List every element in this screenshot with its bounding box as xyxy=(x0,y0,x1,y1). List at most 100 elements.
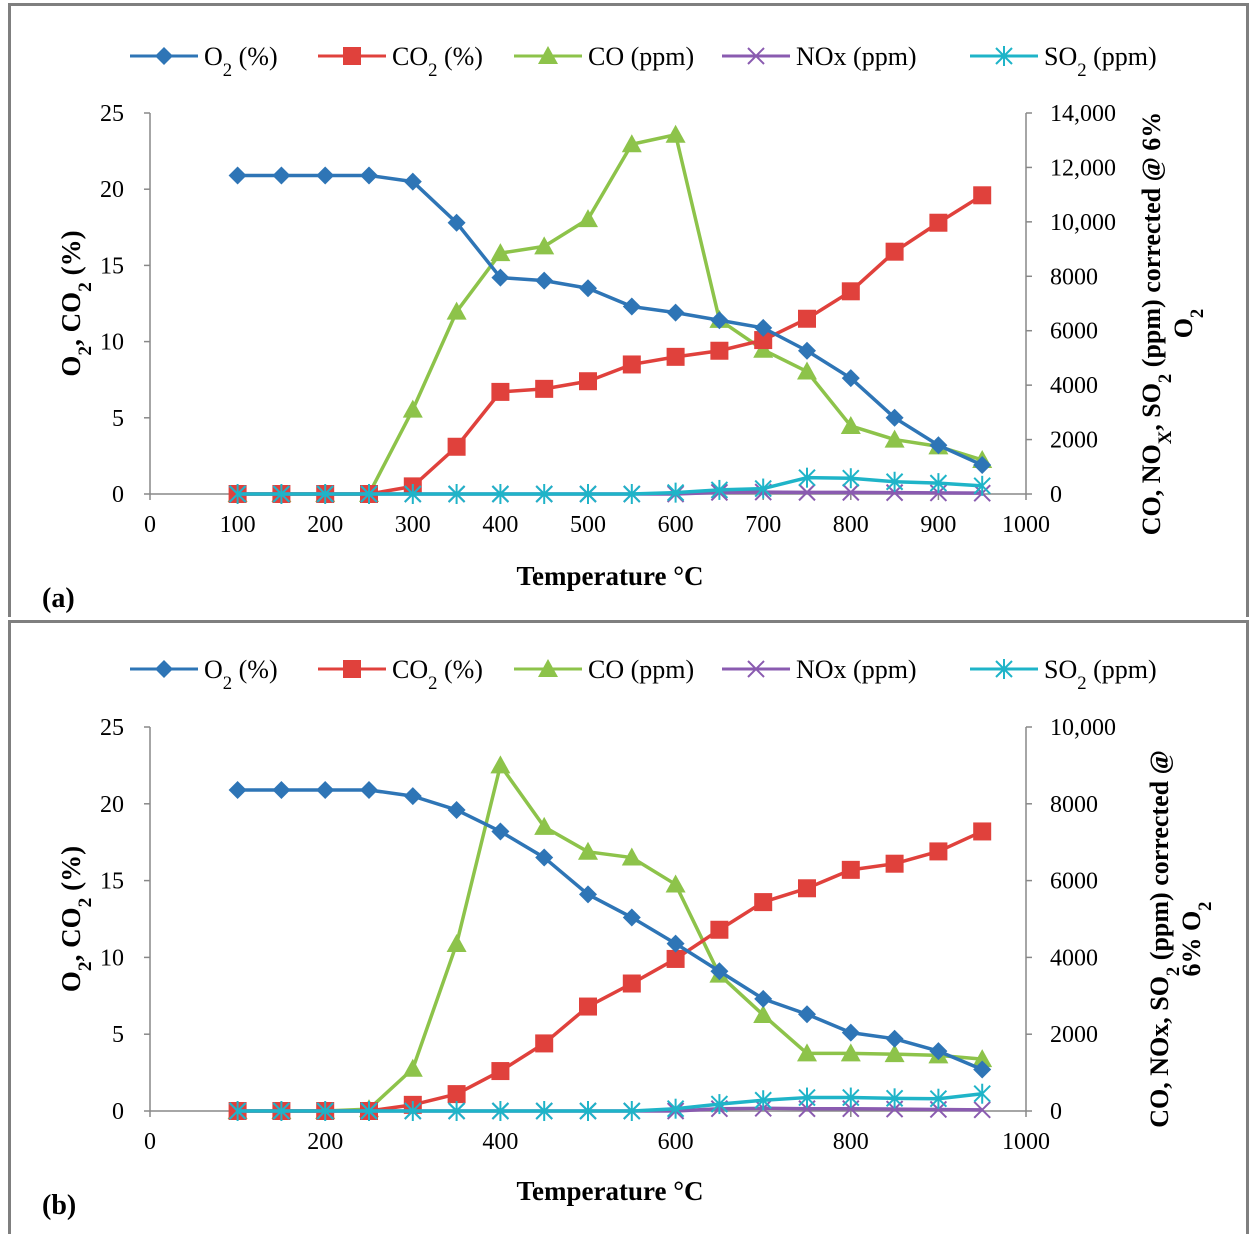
data-point xyxy=(929,436,948,455)
data-point xyxy=(579,484,597,504)
legend-label: CO2 (%) xyxy=(392,42,483,81)
data-point xyxy=(666,1098,685,1119)
series-line xyxy=(237,193,984,496)
data-point xyxy=(360,166,378,185)
data-point xyxy=(973,822,992,841)
series-o2 xyxy=(228,780,992,1079)
data-point xyxy=(710,479,729,500)
y-left-tick-label: 10 xyxy=(100,945,124,971)
y-left-tick-label: 25 xyxy=(100,101,124,127)
data-point xyxy=(272,1101,291,1121)
data-point xyxy=(798,483,816,502)
data-point xyxy=(316,1101,334,1121)
data-point xyxy=(842,483,860,502)
data-point xyxy=(841,1023,860,1042)
data-point xyxy=(360,1101,378,1121)
data-point xyxy=(841,282,860,301)
legend-label: O2 (%) xyxy=(204,42,278,81)
data-point xyxy=(622,297,641,316)
data-point xyxy=(973,475,991,496)
data-point xyxy=(622,908,641,927)
data-point xyxy=(272,780,291,799)
y-left-tick-label: 25 xyxy=(100,715,124,741)
x-tick-label: 900 xyxy=(920,512,956,538)
legend-label: O2 (%) xyxy=(204,655,278,694)
data-point xyxy=(622,974,641,993)
data-point xyxy=(402,1058,423,1077)
legend-item-co: CO (ppm) xyxy=(514,42,694,71)
data-point xyxy=(754,893,773,912)
panel-label: (b) xyxy=(42,1190,76,1221)
x-tick-label: 700 xyxy=(745,512,781,538)
data-point xyxy=(710,962,729,981)
x-tick-label: 0 xyxy=(144,512,156,538)
marker-stroke xyxy=(798,483,816,502)
data-point xyxy=(578,209,598,228)
y-right-tick-label: 14,000 xyxy=(1050,101,1116,127)
legend-item-so2: SO2 (ppm) xyxy=(970,655,1157,694)
data-point xyxy=(272,166,291,185)
y-right-axis-title-line: 6% O2 xyxy=(1177,901,1216,976)
data-point xyxy=(316,484,334,504)
data-point xyxy=(666,482,685,503)
data-point xyxy=(360,484,378,504)
data-point xyxy=(228,780,247,799)
data-point xyxy=(272,484,291,504)
legend-label: CO2 (%) xyxy=(392,655,483,694)
data-point xyxy=(840,1043,861,1062)
legend-marker xyxy=(343,660,361,678)
marker-stroke xyxy=(973,1101,991,1119)
marker-stroke xyxy=(747,47,765,65)
data-point xyxy=(666,949,685,968)
y-left-tick-label: 20 xyxy=(100,792,124,818)
data-point xyxy=(446,301,467,320)
series-co xyxy=(227,755,993,1119)
y-right-tick-label: 10,000 xyxy=(1050,715,1116,741)
line-chart-a: O2 (%) CO2 (%) CO (ppm) NOx (ppm) SO2 (ppm) 0… xyxy=(42,42,1208,614)
data-point xyxy=(753,1005,774,1023)
data-point xyxy=(929,1042,948,1061)
data-point xyxy=(666,934,685,953)
y-right-tick-label: 8000 xyxy=(1050,792,1098,818)
data-point xyxy=(316,166,335,185)
data-point xyxy=(621,134,642,153)
series-o2 xyxy=(228,166,992,475)
data-point xyxy=(885,471,904,492)
data-point xyxy=(798,309,816,328)
data-point xyxy=(447,1101,466,1121)
x-tick-label: 0 xyxy=(144,1129,156,1155)
data-point xyxy=(579,279,597,298)
legend-item-co2: CO2 (%) xyxy=(318,42,483,81)
x-tick-label: 100 xyxy=(220,512,256,538)
data-point xyxy=(885,854,904,873)
data-point xyxy=(621,847,642,866)
data-point xyxy=(403,172,422,191)
y-right-tick-label: 10,000 xyxy=(1050,210,1116,236)
data-point xyxy=(491,822,510,841)
data-point xyxy=(929,842,948,861)
legend-marker xyxy=(538,659,558,677)
data-point xyxy=(754,989,773,1008)
legend-item-co: CO (ppm) xyxy=(514,655,694,684)
data-point xyxy=(929,1088,948,1109)
legend-label: NOx (ppm) xyxy=(796,42,917,71)
series-line xyxy=(237,763,983,1113)
data-point xyxy=(491,1062,510,1081)
y-left-tick-label: 5 xyxy=(112,1022,124,1048)
y-right-axis-title: CO, NOX, SO2 (ppm) corrected @ 6% O2 xyxy=(1137,112,1208,536)
legend-marker xyxy=(747,660,765,678)
series-line xyxy=(237,788,983,1072)
legend: O2 (%) CO2 (%) CO (ppm) NOx (ppm) SO2 (ppm) xyxy=(130,655,1157,694)
series-co2 xyxy=(228,186,992,503)
data-point xyxy=(666,303,685,322)
data-point xyxy=(885,1029,904,1048)
x-tick-label: 200 xyxy=(307,1129,343,1155)
data-point xyxy=(534,816,555,835)
axes: 0 200 400 600 800 100005101520250200040006000… xyxy=(100,715,1116,1155)
y-right-tick-label: 0 xyxy=(1050,482,1062,508)
legend-item-nox: NOx (ppm) xyxy=(722,655,917,684)
data-point xyxy=(798,341,816,360)
x-tick-label: 600 xyxy=(658,1129,694,1155)
data-point xyxy=(535,271,554,290)
panel-frame xyxy=(8,620,1249,1234)
